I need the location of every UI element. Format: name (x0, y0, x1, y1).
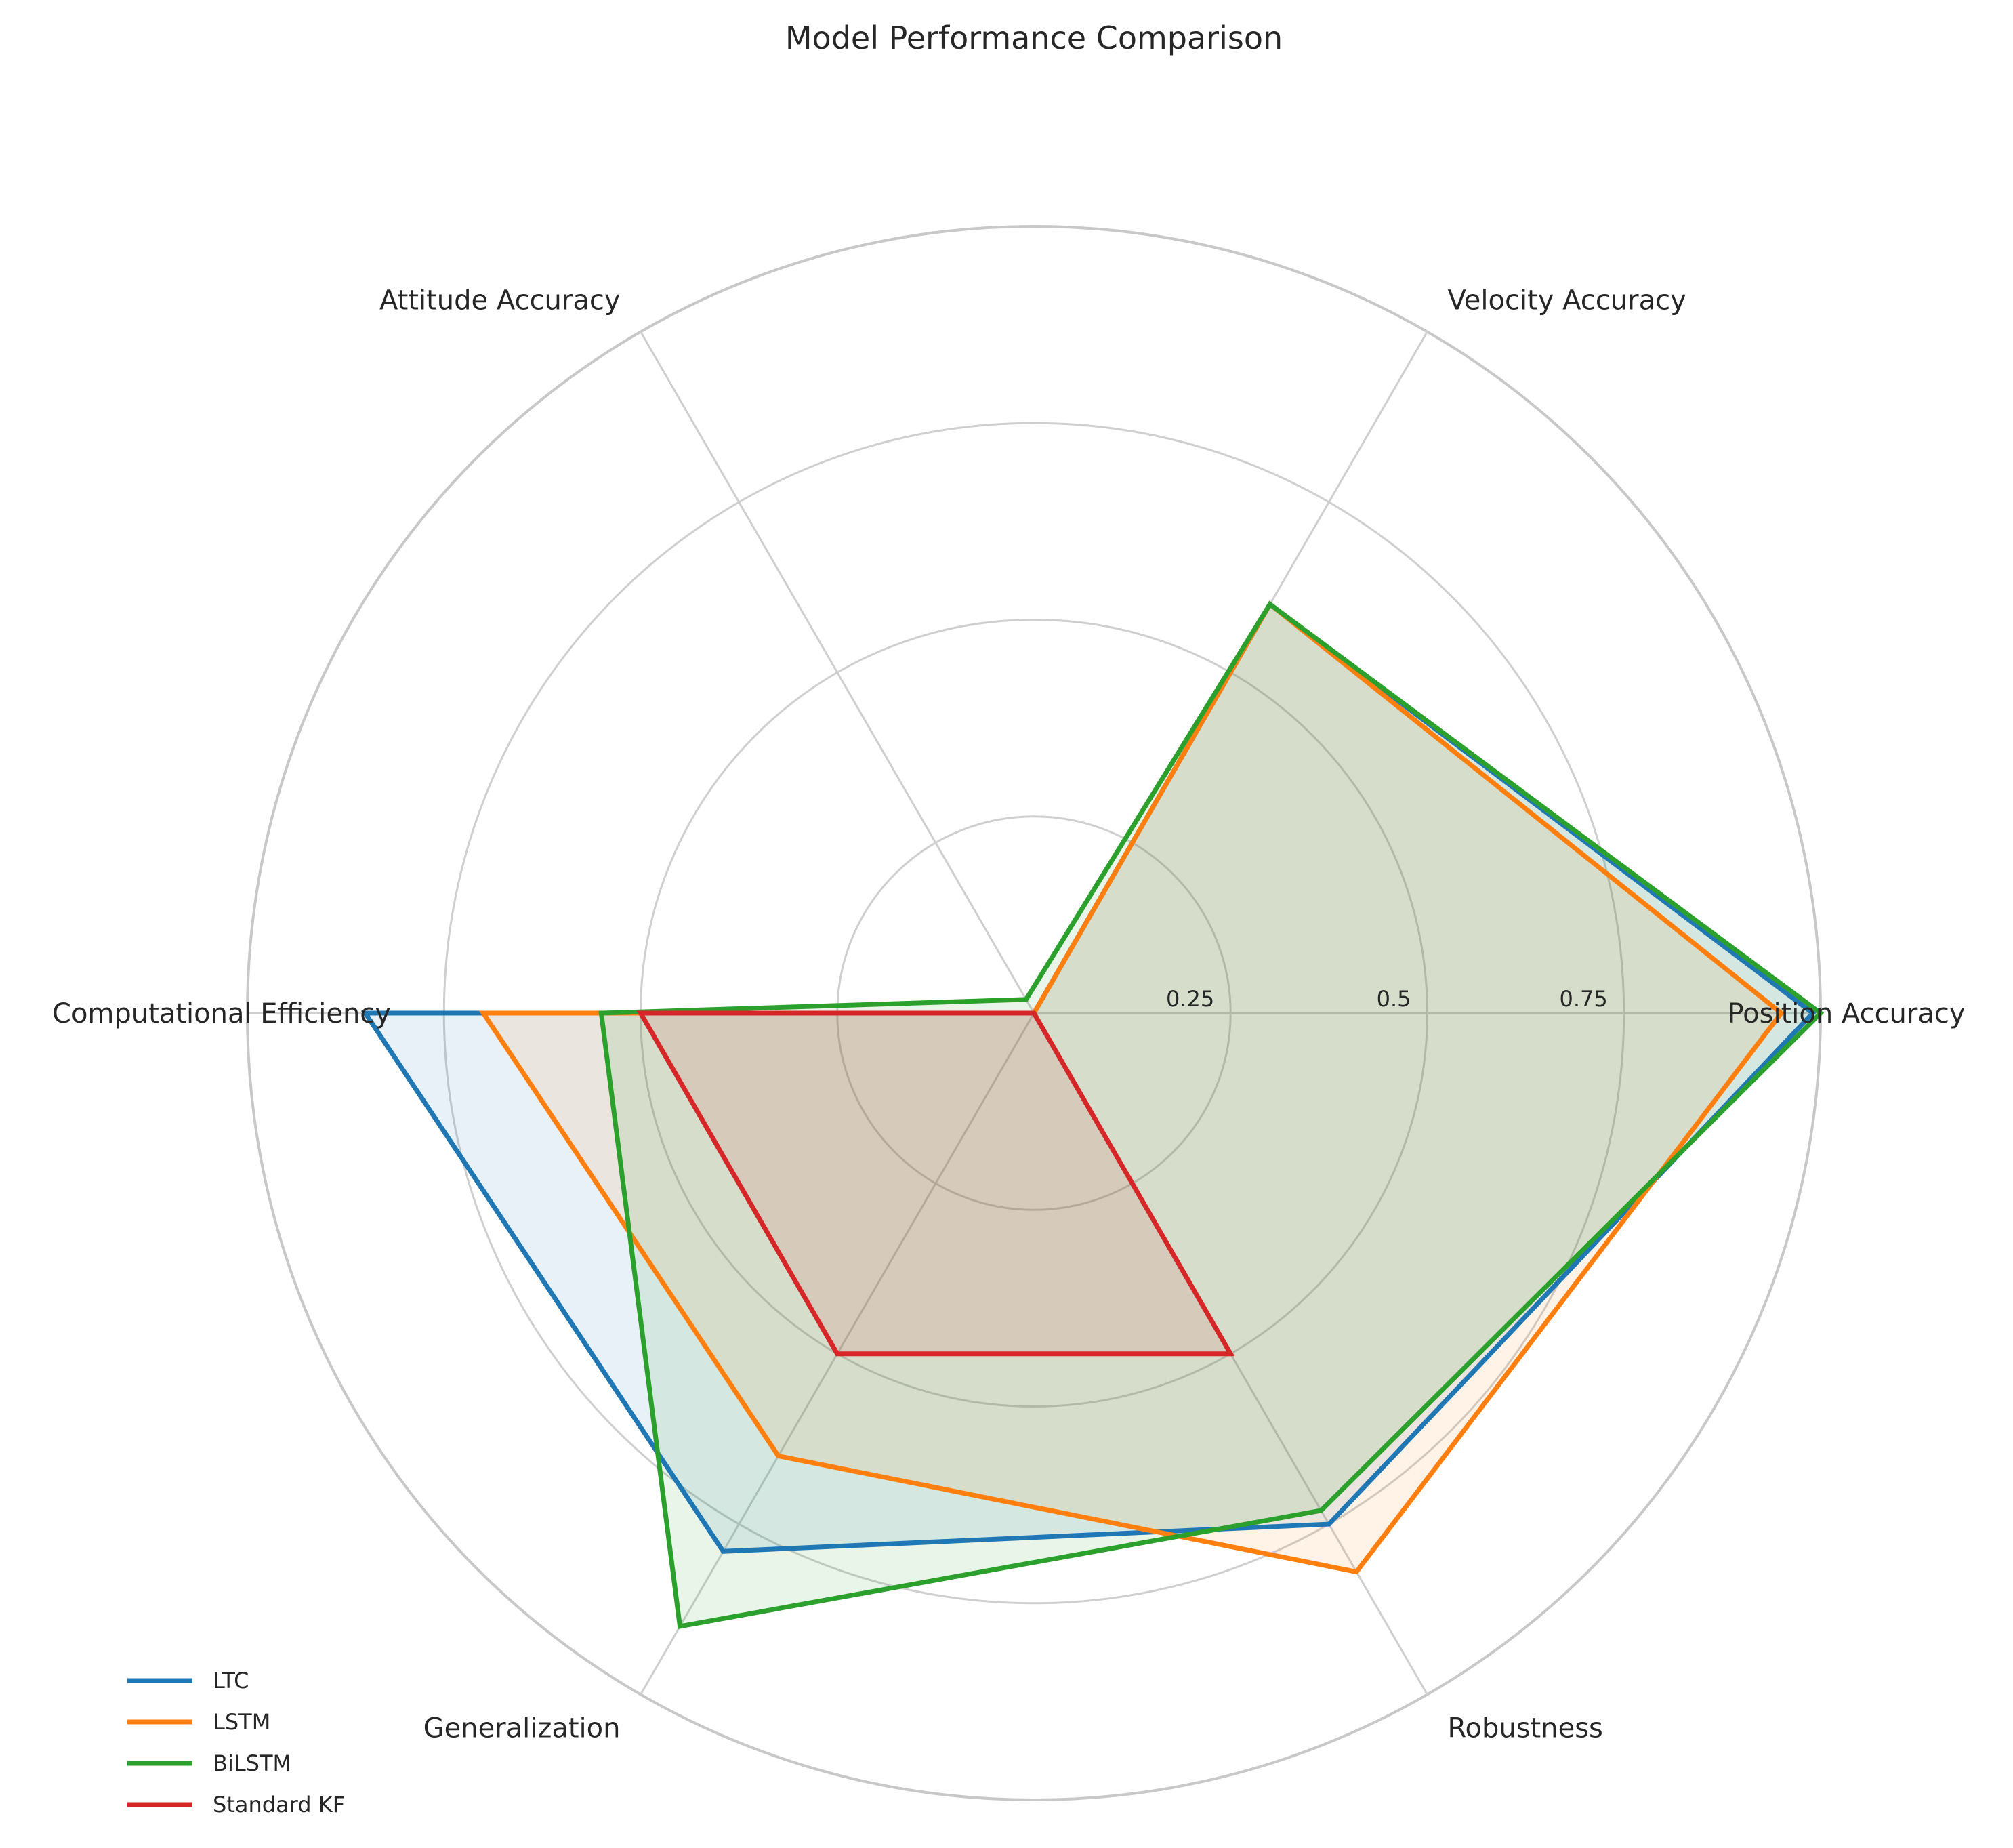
radar-series (360, 600, 1825, 1629)
r-tick-label: 0.5 (1377, 986, 1411, 1012)
axis-labels: 0.25 0.5 0.75 Position Accuracy Velocity Acc… (52, 285, 1966, 1744)
axis-label: Position Accuracy (1727, 998, 1965, 1029)
series-area (365, 604, 1813, 1552)
axis-label: Robustness (1448, 1712, 1603, 1744)
legend: LTC LSTM BiLSTM Standard KF (127, 1668, 345, 1818)
chart-title: Model Performance Comparison (785, 20, 1283, 56)
series-line (598, 600, 1825, 1629)
r-tick-label: 0.75 (1560, 986, 1608, 1012)
axis-label: Attitude Accuracy (379, 285, 621, 316)
legend-entry: Standard KF (213, 1792, 345, 1818)
legend-entry: BiLSTM (213, 1750, 291, 1776)
legend-entry: LTC (213, 1668, 249, 1693)
r-tick-label: 0.25 (1166, 986, 1214, 1012)
axis-label: Generalization (423, 1712, 621, 1744)
series-area (483, 604, 1781, 1572)
legend-entry: LSTM (213, 1709, 270, 1735)
grid-spoke (640, 331, 1035, 1014)
series-line (636, 1010, 1235, 1357)
axis-label: Computational Efficiency (52, 998, 391, 1029)
series-area (601, 604, 1821, 1626)
axis-label: Velocity Accuracy (1448, 285, 1686, 316)
